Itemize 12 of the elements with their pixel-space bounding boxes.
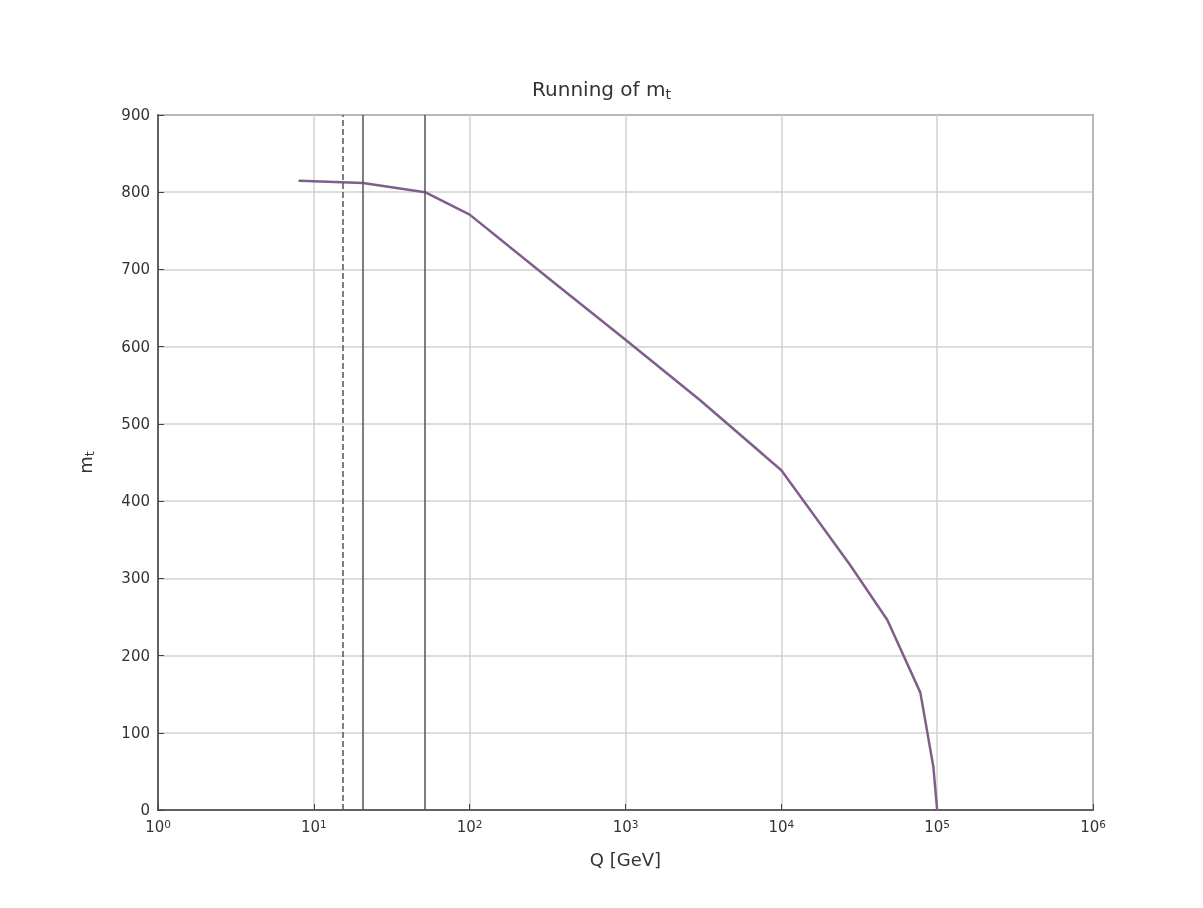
y-axis-title: mt <box>74 451 97 474</box>
y-tick-label: 700 <box>121 260 150 279</box>
y-tick-label: 300 <box>121 569 150 588</box>
y-tick-label: 200 <box>121 646 150 665</box>
y-tick-label: 500 <box>121 414 150 433</box>
y-tick-label: 600 <box>121 337 150 356</box>
y-tick-label: 0 <box>140 801 150 819</box>
x-axis-title: Q [GeV] <box>589 848 662 870</box>
y-tick-label: 800 <box>121 183 150 202</box>
y-tick-label: 400 <box>121 492 150 511</box>
y-tick-label: 100 <box>121 723 150 742</box>
y-tick-label: 900 <box>121 106 150 124</box>
